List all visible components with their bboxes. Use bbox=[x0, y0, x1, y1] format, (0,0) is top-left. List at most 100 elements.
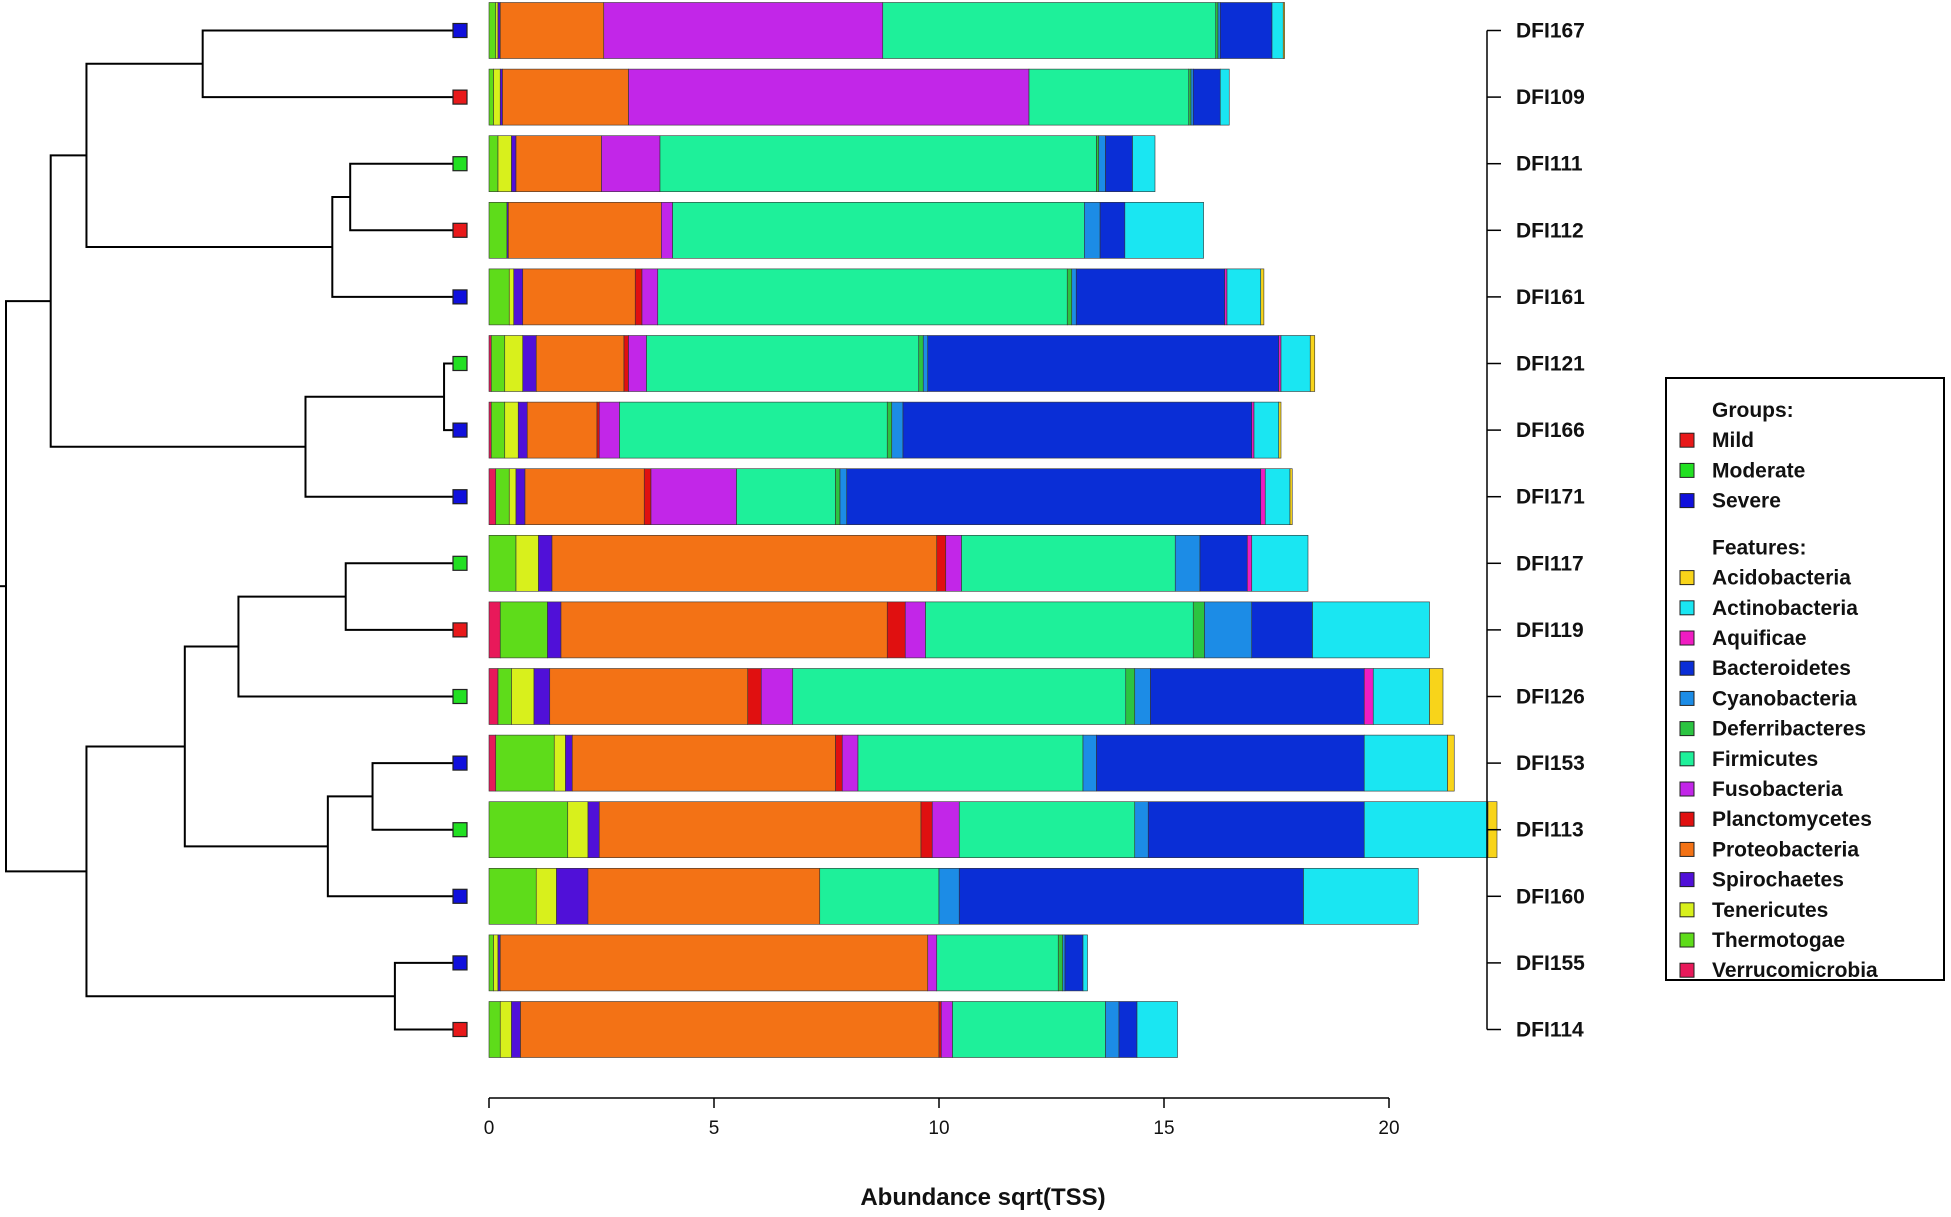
bar-segment-dfi117-tenericutes bbox=[515, 534, 539, 592]
bar-segment-dfi113-bacteroidetes bbox=[1147, 801, 1365, 859]
bar-segment-dfi153-bacteroidetes bbox=[1096, 734, 1365, 792]
bar-segment-dfi161-acidobacteria bbox=[1260, 268, 1265, 326]
legend-swatch-acidobacteria bbox=[1679, 570, 1695, 586]
bar-segment-dfi126-actinobacteria bbox=[1372, 668, 1430, 725]
bar-segment-dfi114-spirochaetes bbox=[511, 1001, 521, 1058]
bar-segment-dfi121-verrucomicrobia bbox=[488, 335, 492, 392]
group-marker-dfi119 bbox=[452, 622, 468, 638]
bar-segment-dfi113-fusobacteria bbox=[931, 801, 960, 859]
bar-row-dfi112 bbox=[488, 202, 1204, 259]
group-marker-dfi109 bbox=[452, 89, 468, 105]
bar-segment-dfi171-acidobacteria bbox=[1289, 468, 1293, 526]
bar-segment-dfi166-acidobacteria bbox=[1278, 401, 1282, 459]
bar-segment-dfi111-actinobacteria bbox=[1132, 135, 1156, 192]
bar-segment-dfi161-proteobacteria bbox=[522, 268, 636, 326]
bar-segment-dfi117-actinobacteria bbox=[1251, 534, 1309, 592]
x-axis: 0 5 10 15 20 bbox=[484, 1097, 1400, 1139]
bar-row-dfi166 bbox=[488, 401, 1282, 459]
bar-segment-dfi155-fusobacteria bbox=[927, 934, 938, 992]
bar-row-dfi167 bbox=[488, 2, 1285, 59]
bar-segment-dfi166-thermotogae bbox=[490, 401, 506, 459]
bar-segment-dfi114-tenericutes bbox=[499, 1001, 512, 1058]
bar-segment-dfi166-firmicutes bbox=[619, 401, 888, 459]
legend-label-firmicutes: Firmicutes bbox=[1712, 748, 1818, 771]
legend-box bbox=[1665, 377, 1945, 981]
bar-segment-dfi121-tenericutes bbox=[504, 335, 524, 392]
legend-swatch-aquificae bbox=[1679, 630, 1695, 646]
sample-label-dfi167: DFI167 bbox=[1516, 20, 1585, 43]
bar-segment-dfi121-acidobacteria bbox=[1309, 335, 1316, 392]
bar-segment-dfi160-tenericutes bbox=[535, 867, 557, 925]
bar-segment-dfi161-thermotogae bbox=[488, 268, 510, 326]
bar-row-dfi126 bbox=[488, 668, 1444, 725]
bar-segment-dfi155-deferribacteres bbox=[1057, 934, 1064, 992]
bar-segment-dfi121-aquificae bbox=[1278, 335, 1282, 392]
bar-segment-dfi114-actinobacteria bbox=[1136, 1001, 1178, 1058]
bar-segment-dfi166-fusobacteria bbox=[598, 401, 620, 459]
bar-segment-dfi119-thermotogae bbox=[499, 601, 548, 659]
dendrogram-link-c4 bbox=[443, 362, 453, 432]
bar-segment-dfi109-tenericutes bbox=[493, 68, 501, 126]
bar-segment-dfi126-cyanobacteria bbox=[1134, 668, 1151, 725]
dendrogram-link-c14 bbox=[85, 745, 395, 998]
bar-segment-dfi113-firmicutes bbox=[958, 801, 1136, 859]
bar-segment-dfi109-proteobacteria bbox=[502, 68, 629, 126]
legend-label-tenericutes: Tenericutes bbox=[1712, 899, 1828, 922]
group-marker-dfi155 bbox=[452, 955, 468, 971]
bar-row-dfi113 bbox=[488, 801, 1498, 859]
bar-segment-dfi167-acidobacteria bbox=[1282, 2, 1285, 59]
sample-label-dfi171: DFI171 bbox=[1516, 486, 1585, 509]
bar-segment-dfi112-cyanobacteria bbox=[1084, 202, 1101, 259]
bar-segment-dfi114-firmicutes bbox=[952, 1001, 1106, 1058]
bar-segment-dfi166-proteobacteria bbox=[526, 401, 598, 459]
legend-label-verrucomicrobia: Verrucomicrobia bbox=[1712, 959, 1878, 982]
x-tick-label-5: 5 bbox=[709, 1118, 720, 1139]
bar-segment-dfi114-thermotogae bbox=[488, 1001, 501, 1058]
bar-row-dfi111 bbox=[488, 135, 1156, 192]
bar-segment-dfi166-cyanobacteria bbox=[891, 401, 904, 459]
legend-swatch-planctomycetes bbox=[1679, 811, 1695, 827]
dendrogram-link-c13 bbox=[393, 961, 453, 1031]
bar-segment-dfi111-deferribacteres bbox=[1096, 135, 1100, 192]
bar-segment-dfi171-bacteroidetes bbox=[846, 468, 1262, 526]
bar-segment-dfi117-cyanobacteria bbox=[1174, 534, 1201, 592]
sample-label-dfi161: DFI161 bbox=[1516, 286, 1585, 309]
bar-segment-dfi121-spirochaetes bbox=[522, 335, 537, 392]
bar-segment-dfi166-tenericutes bbox=[504, 401, 519, 459]
legend-label-aquificae: Aquificae bbox=[1712, 627, 1807, 650]
bar-segment-dfi171-tenericutes bbox=[508, 468, 517, 526]
bar-segment-dfi121-fusobacteria bbox=[628, 335, 647, 392]
bar-row-dfi109 bbox=[488, 68, 1230, 126]
legend-swatch-mild bbox=[1679, 432, 1695, 448]
bar-segment-dfi166-planctomycetes bbox=[596, 401, 600, 459]
legend-swatch-actinobacteria bbox=[1679, 600, 1695, 616]
bar-segment-dfi171-proteobacteria bbox=[524, 468, 645, 526]
bar-segment-dfi171-actinobacteria bbox=[1264, 468, 1291, 526]
sample-label-dfi112: DFI112 bbox=[1516, 219, 1584, 242]
bar-segment-dfi117-fusobacteria bbox=[945, 534, 962, 592]
bar-segment-dfi167-proteobacteria bbox=[499, 2, 605, 59]
bar-segment-dfi160-thermotogae bbox=[488, 867, 537, 925]
bar-segment-dfi117-bacteroidetes bbox=[1199, 534, 1248, 592]
bar-segment-dfi126-bacteroidetes bbox=[1150, 668, 1365, 725]
bar-segment-dfi119-deferribacteres bbox=[1192, 601, 1205, 659]
bar-segment-dfi167-actinobacteria bbox=[1271, 2, 1284, 59]
bar-segment-dfi112-fusobacteria bbox=[661, 202, 673, 259]
legend-swatch-bacteroidetes bbox=[1679, 660, 1695, 676]
bar-segment-dfi114-cyanobacteria bbox=[1105, 1001, 1120, 1058]
sample-labels: DFI167 DFI109 DFI111 DFI112 DFI161 DFI121 DFI1… bbox=[1516, 20, 1585, 1042]
bar-segment-dfi153-acidobacteria bbox=[1447, 734, 1455, 792]
bar-segment-dfi153-verrucomicrobia bbox=[488, 734, 497, 792]
bar-segment-dfi153-fusobacteria bbox=[841, 734, 859, 792]
sample-bracket bbox=[1486, 29, 1501, 1031]
bar-segment-dfi167-fusobacteria bbox=[603, 2, 884, 59]
x-axis-title: Abundance sqrt(TSS) bbox=[860, 1184, 1105, 1211]
group-marker-dfi121 bbox=[452, 355, 468, 372]
bar-segment-dfi111-cyanobacteria bbox=[1098, 135, 1106, 192]
bar-segment-dfi161-deferribacteres bbox=[1066, 268, 1073, 326]
bar-segment-dfi119-bacteroidetes bbox=[1251, 601, 1313, 659]
group-marker-dfi113 bbox=[452, 822, 468, 838]
bar-segment-dfi167-bacteroidetes bbox=[1219, 2, 1273, 59]
bar-segment-dfi126-fusobacteria bbox=[760, 668, 794, 725]
